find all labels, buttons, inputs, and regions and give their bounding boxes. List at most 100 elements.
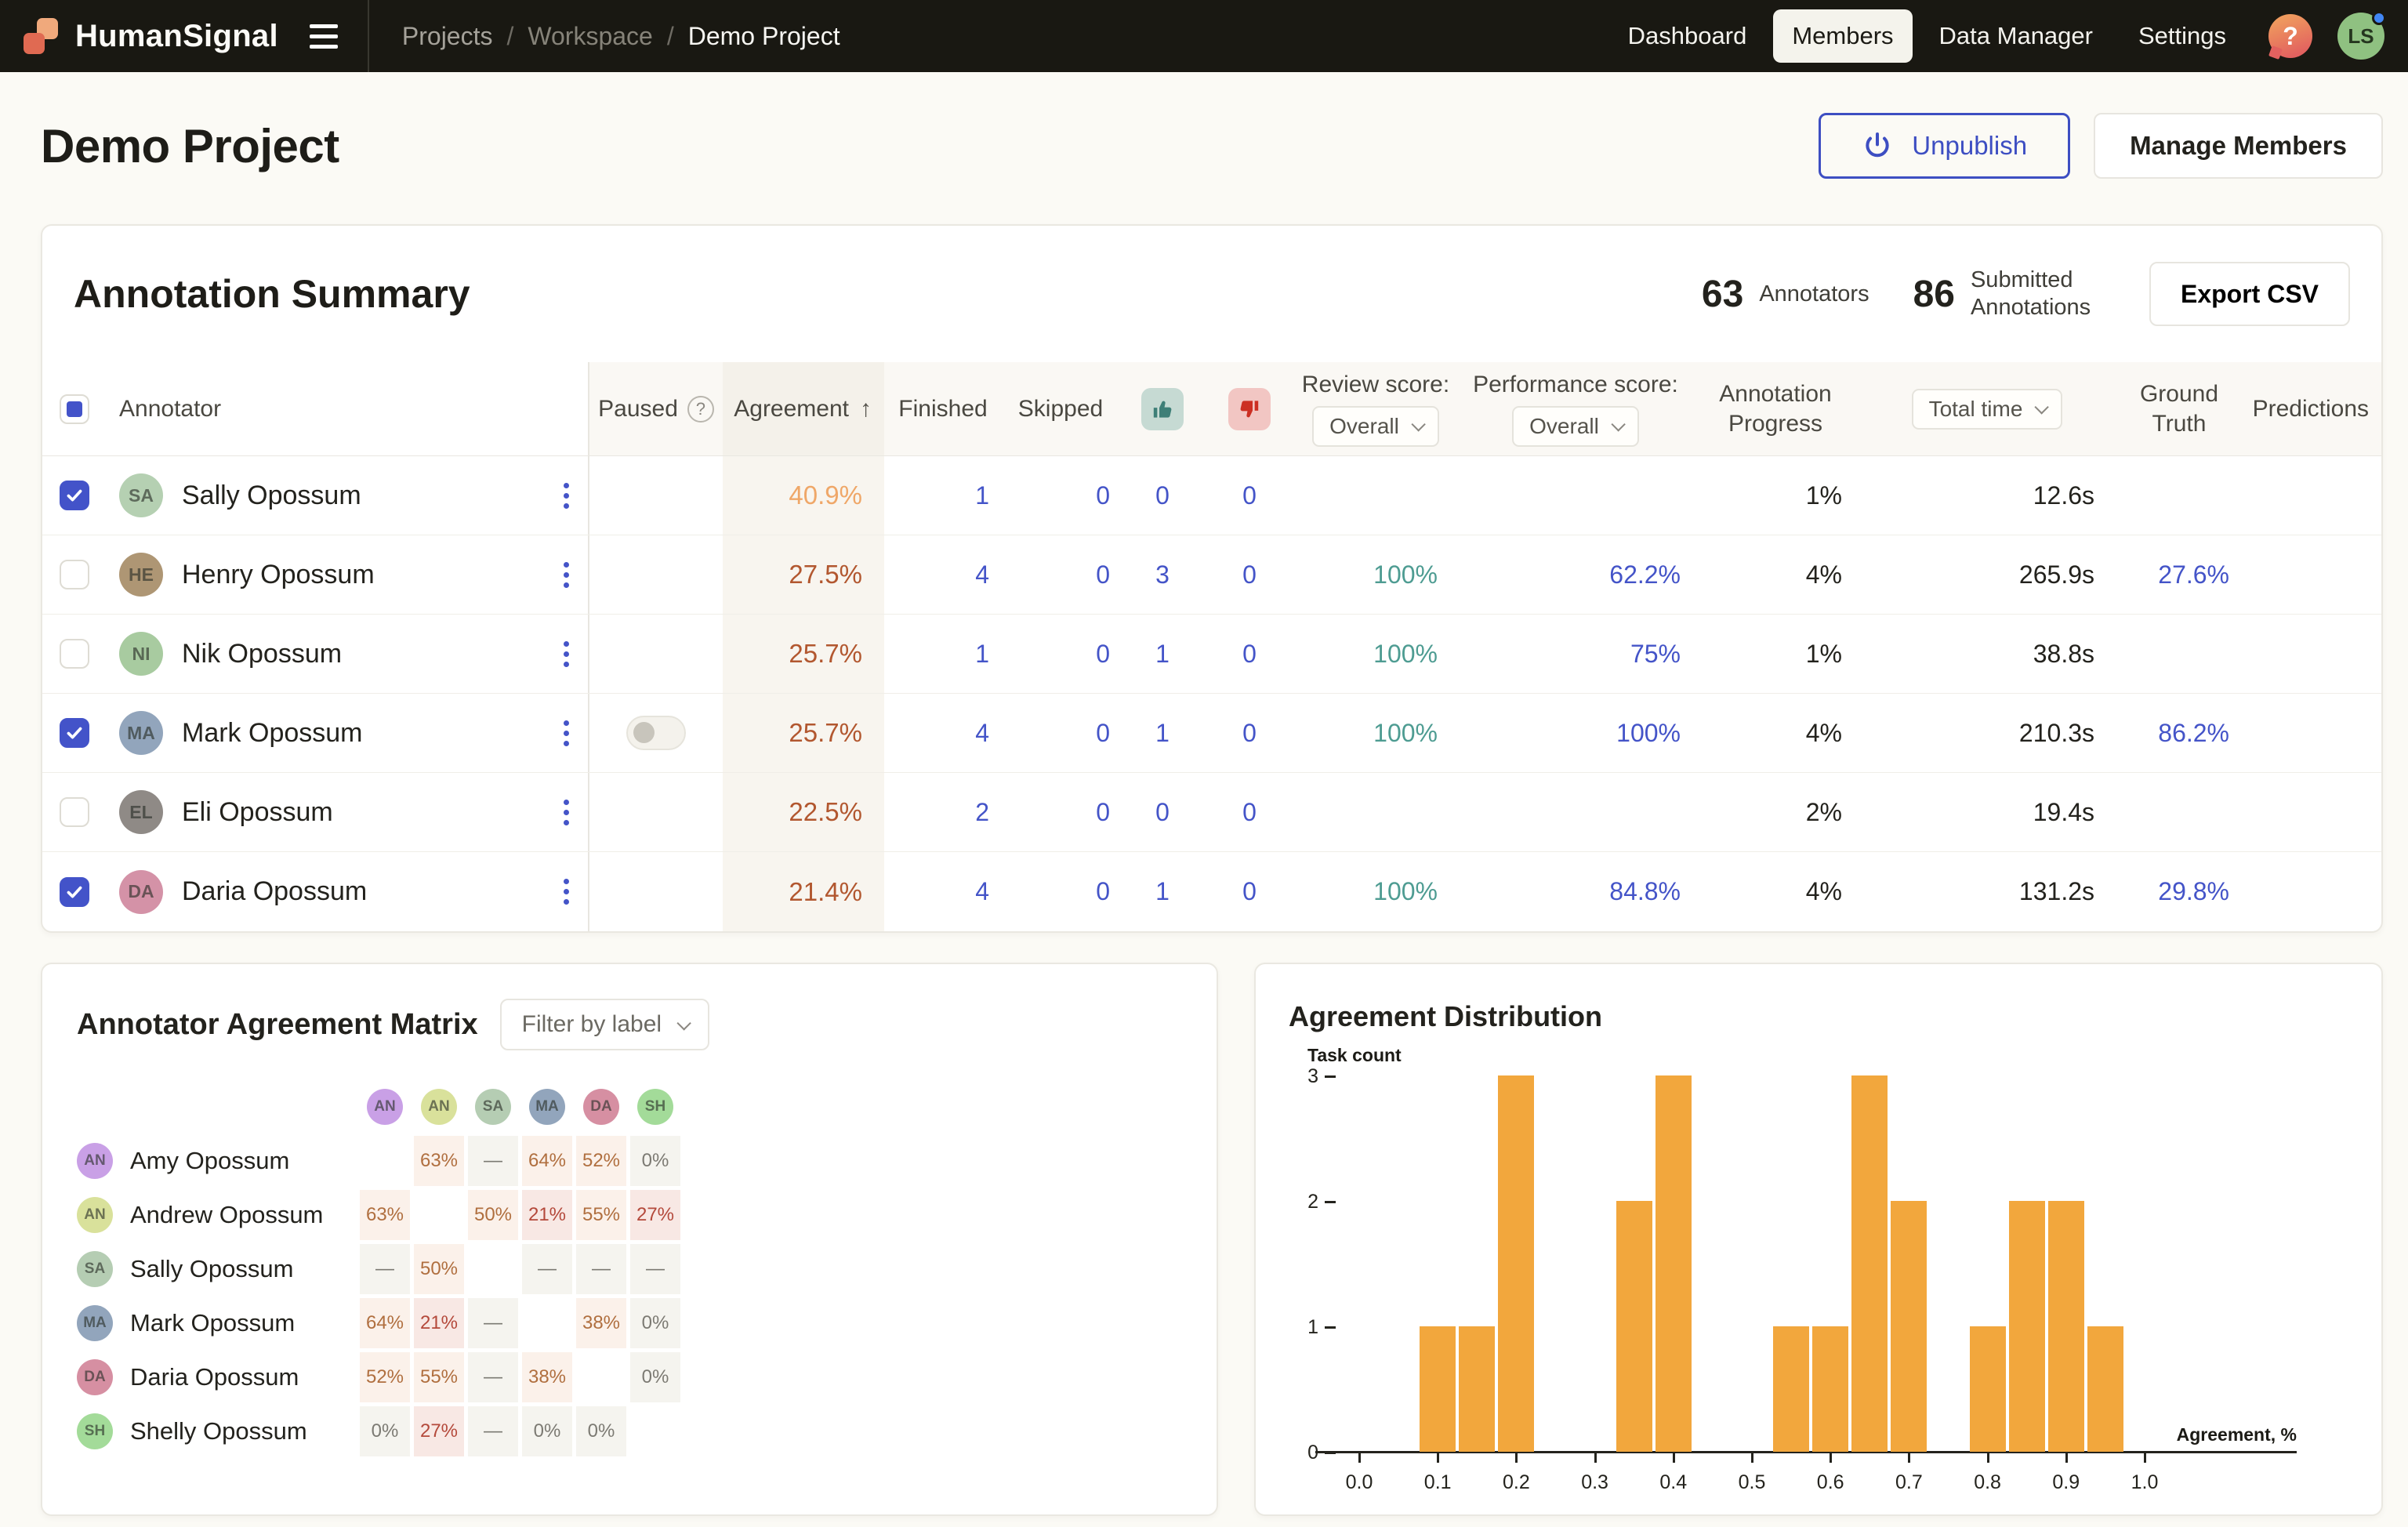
col-total-time: Total time [1858, 362, 2116, 455]
ground-truth-value [2116, 615, 2242, 693]
matrix-cell: 64% [360, 1298, 410, 1348]
col-menu-spacer [544, 362, 589, 455]
predictions-value [2242, 615, 2381, 693]
x-tick [2065, 1453, 2068, 1463]
paused-toggle[interactable] [626, 716, 686, 750]
row-checkbox[interactable] [42, 615, 108, 693]
paused-help-icon[interactable]: ? [687, 396, 714, 423]
matrix-cell: 0% [522, 1406, 572, 1456]
export-csv-button[interactable]: Export CSV [2149, 262, 2350, 326]
paused-cell [589, 535, 723, 614]
x-tick [1673, 1453, 1675, 1463]
nav-settings[interactable]: Settings [2120, 9, 2245, 63]
col-review-score: Review score: Overall [1293, 362, 1458, 455]
row-menu-button[interactable] [544, 456, 589, 535]
y-axis-title: Task count [1307, 1045, 1402, 1066]
x-tick-label: 0.1 [1406, 1471, 1469, 1494]
accepted-value: 0 [1119, 773, 1206, 851]
x-tick [1987, 1453, 1989, 1463]
matrix-cell [360, 1136, 410, 1186]
annotator-cell: SASally Opossum [108, 456, 544, 535]
agreement-value: 25.7% [723, 694, 884, 772]
manage-members-button[interactable]: Manage Members [2094, 113, 2383, 179]
kebab-menu-icon[interactable] [557, 793, 575, 832]
matrix-row-label: DADaria Opossum [77, 1359, 356, 1395]
finished-value: 4 [884, 694, 1002, 772]
matrix-cell: 0% [630, 1352, 680, 1402]
row-checkbox[interactable] [42, 456, 108, 535]
filter-by-label-dropdown[interactable]: Filter by label [500, 999, 709, 1050]
brand-logo[interactable]: HumanSignal [24, 18, 278, 54]
y-tick-label: 3 [1284, 1065, 1318, 1088]
kebab-menu-icon[interactable] [557, 635, 575, 673]
agreement-matrix-card: Annotator Agreement Matrix Filter by lab… [41, 963, 1218, 1516]
finished-value: 1 [884, 456, 1002, 535]
col-agreement[interactable]: Agreement ↑ [723, 362, 884, 455]
breadcrumb-projects[interactable]: Projects [402, 22, 493, 51]
unpublish-button[interactable]: Unpublish [1819, 113, 2070, 179]
agreement-value: 22.5% [723, 773, 884, 851]
total-time-filter[interactable]: Total time [1912, 389, 2063, 430]
submitted-count: 86 [1913, 273, 1955, 316]
row-menu-button[interactable] [544, 773, 589, 851]
matrix-cell: — [468, 1352, 518, 1402]
matrix-row-label: ANAmy Opossum [77, 1143, 356, 1179]
row-menu-button[interactable] [544, 535, 589, 614]
agreement-distribution-card: Agreement Distribution 0.00.10.20.30.40.… [1254, 963, 2383, 1516]
nav-members[interactable]: Members [1773, 9, 1912, 63]
performance-score-filter[interactable]: Overall [1512, 406, 1639, 447]
kebab-menu-icon[interactable] [557, 872, 575, 911]
matrix-cell: 38% [576, 1298, 626, 1348]
predictions-value [2242, 852, 2381, 931]
ground-truth-value: 27.6% [2116, 535, 2242, 614]
matrix-head: Annotator Agreement Matrix Filter by lab… [77, 999, 1182, 1050]
matrix-row-avatar: MA [77, 1305, 113, 1341]
select-all-checkbox[interactable] [42, 362, 108, 455]
user-avatar[interactable]: LS [2337, 13, 2384, 60]
histogram-bar [1970, 1326, 2006, 1452]
matrix-cell: 63% [414, 1136, 464, 1186]
row-menu-button[interactable] [544, 694, 589, 772]
row-checkbox[interactable] [42, 852, 108, 931]
matrix-cell: 27% [630, 1190, 680, 1240]
row-checkbox[interactable] [42, 694, 108, 772]
row-menu-button[interactable] [544, 852, 589, 931]
row-menu-button[interactable] [544, 615, 589, 693]
review-score-filter[interactable]: Overall [1312, 406, 1439, 447]
chevron-down-icon [676, 1016, 691, 1030]
annotator-cell: ELEli Opossum [108, 773, 544, 851]
y-tick [1325, 1452, 1336, 1454]
kebab-menu-icon[interactable] [557, 714, 575, 753]
help-icon[interactable]: ? [2268, 14, 2312, 58]
matrix-column-avatar: SH [630, 1089, 680, 1125]
matrix-cell: 0% [360, 1406, 410, 1456]
row-checkbox[interactable] [42, 535, 108, 614]
matrix-title: Annotator Agreement Matrix [77, 1008, 478, 1042]
row-checkbox[interactable] [42, 773, 108, 851]
annotator-cell: HEHenry Opossum [108, 535, 544, 614]
breadcrumb-separator: / [506, 22, 513, 51]
rejected-value: 0 [1206, 773, 1293, 851]
review-score-value: 100% [1293, 615, 1458, 693]
kebab-menu-icon[interactable] [557, 556, 575, 594]
histogram-bar [2009, 1201, 2045, 1452]
histogram-bar [1459, 1326, 1495, 1452]
col-rejected [1206, 362, 1293, 455]
thumbs-down-icon [1228, 388, 1271, 430]
hamburger-menu-icon[interactable] [310, 24, 338, 49]
x-tick [1437, 1453, 1439, 1463]
chart-title: Agreement Distribution [1289, 1000, 2353, 1033]
kebab-menu-icon[interactable] [557, 477, 575, 515]
breadcrumb-workspace[interactable]: Workspace [528, 22, 652, 51]
nav-dashboard[interactable]: Dashboard [1609, 9, 1766, 63]
nav-data-manager[interactable]: Data Manager [1920, 9, 2112, 63]
annotation-progress-value: 4% [1693, 694, 1858, 772]
matrix-cell: — [360, 1244, 410, 1294]
accepted-value: 3 [1119, 535, 1206, 614]
matrix-cell: 63% [360, 1190, 410, 1240]
accepted-value: 1 [1119, 694, 1206, 772]
matrix-row-avatar: SA [77, 1251, 113, 1287]
matrix-cell: 52% [360, 1352, 410, 1402]
review-score-value: 100% [1293, 535, 1458, 614]
x-tick [1358, 1453, 1361, 1463]
